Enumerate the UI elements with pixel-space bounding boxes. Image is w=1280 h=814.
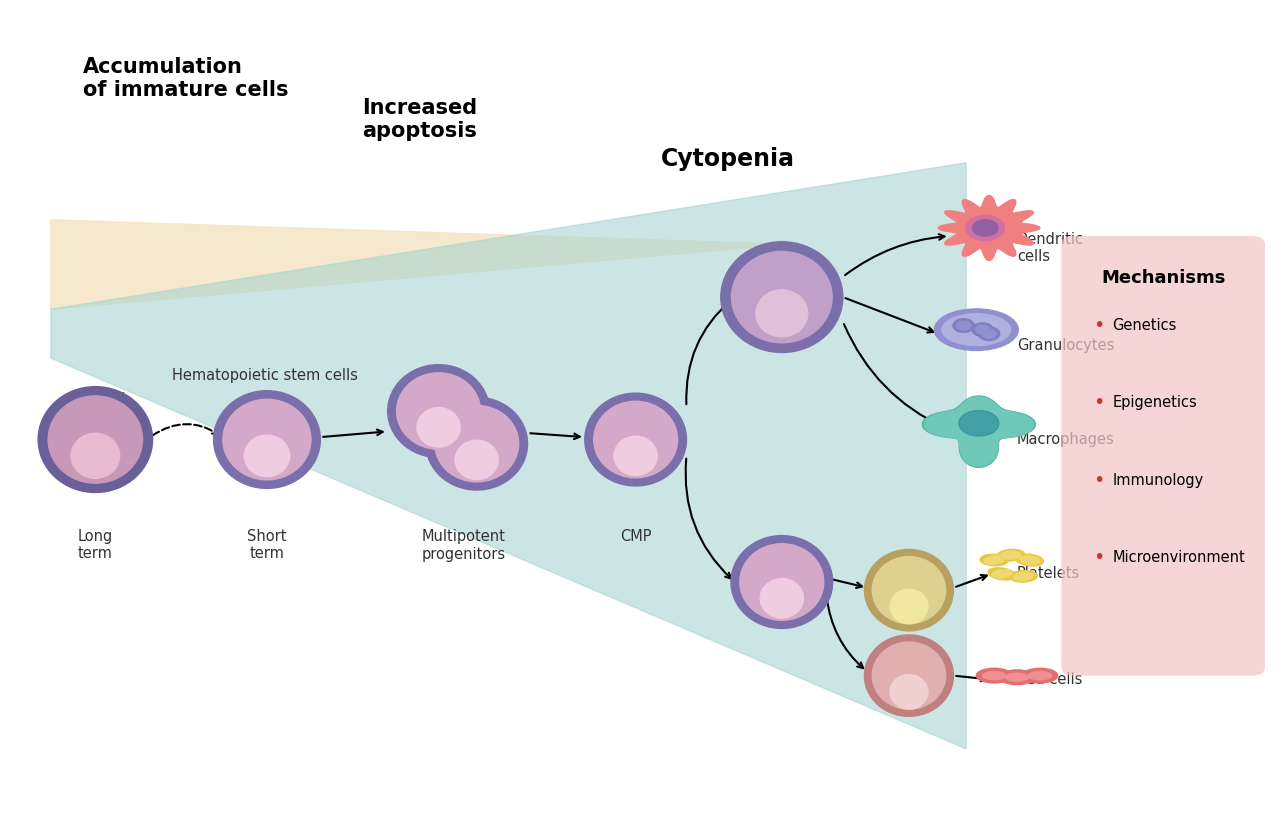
Text: Microenvironment: Microenvironment bbox=[1112, 550, 1245, 565]
Ellipse shape bbox=[417, 408, 461, 447]
Ellipse shape bbox=[864, 549, 954, 631]
Circle shape bbox=[972, 323, 993, 336]
Text: •: • bbox=[1093, 316, 1105, 335]
Text: Accumulation
of immature cells: Accumulation of immature cells bbox=[83, 57, 288, 100]
Polygon shape bbox=[923, 396, 1036, 467]
Text: GMP: GMP bbox=[765, 309, 799, 324]
Ellipse shape bbox=[1028, 672, 1051, 680]
Text: CMP: CMP bbox=[620, 529, 652, 544]
Ellipse shape bbox=[934, 309, 1019, 350]
Polygon shape bbox=[51, 220, 788, 309]
Ellipse shape bbox=[1010, 571, 1037, 582]
Ellipse shape bbox=[1016, 554, 1043, 566]
Ellipse shape bbox=[997, 549, 1024, 561]
Ellipse shape bbox=[388, 365, 489, 457]
Ellipse shape bbox=[1020, 556, 1039, 564]
Text: Red cells: Red cells bbox=[1018, 672, 1083, 687]
Text: Dendritic
cells: Dendritic cells bbox=[1018, 232, 1084, 265]
Ellipse shape bbox=[988, 568, 1015, 580]
Ellipse shape bbox=[1006, 673, 1028, 681]
Text: Multipotent
progenitors: Multipotent progenitors bbox=[422, 529, 506, 562]
Text: •: • bbox=[1093, 393, 1105, 413]
Text: Macrophages: Macrophages bbox=[1018, 432, 1115, 447]
Ellipse shape bbox=[594, 401, 677, 478]
Circle shape bbox=[973, 220, 998, 236]
Ellipse shape bbox=[890, 589, 928, 624]
Text: Cytopenia: Cytopenia bbox=[660, 147, 795, 170]
Ellipse shape bbox=[38, 387, 152, 492]
Ellipse shape bbox=[397, 373, 480, 449]
Ellipse shape bbox=[984, 556, 1004, 564]
Ellipse shape bbox=[872, 642, 946, 709]
Circle shape bbox=[982, 330, 996, 338]
Text: Long
term: Long term bbox=[78, 529, 113, 562]
Ellipse shape bbox=[49, 396, 142, 484]
Text: •: • bbox=[1093, 548, 1105, 567]
Ellipse shape bbox=[756, 290, 808, 337]
Circle shape bbox=[966, 216, 1005, 240]
Text: Hematopoietic stem cells: Hematopoietic stem cells bbox=[172, 368, 357, 383]
Text: •: • bbox=[1093, 470, 1105, 490]
Ellipse shape bbox=[1000, 670, 1034, 685]
Ellipse shape bbox=[456, 440, 498, 479]
Ellipse shape bbox=[872, 557, 946, 624]
Ellipse shape bbox=[721, 242, 842, 352]
Text: MkP: MkP bbox=[893, 615, 924, 629]
Ellipse shape bbox=[1023, 668, 1057, 683]
Ellipse shape bbox=[980, 554, 1009, 566]
Ellipse shape bbox=[223, 400, 311, 480]
Ellipse shape bbox=[435, 405, 518, 482]
Ellipse shape bbox=[426, 397, 527, 490]
Ellipse shape bbox=[977, 668, 1012, 683]
Circle shape bbox=[978, 327, 1000, 340]
FancyBboxPatch shape bbox=[1061, 236, 1265, 676]
Text: Genetics: Genetics bbox=[1112, 318, 1176, 333]
Circle shape bbox=[975, 326, 989, 334]
Text: Granulocytes: Granulocytes bbox=[1018, 339, 1115, 353]
Ellipse shape bbox=[942, 314, 1011, 345]
Circle shape bbox=[959, 410, 998, 436]
Text: Increased
apoptosis: Increased apoptosis bbox=[362, 98, 477, 141]
Ellipse shape bbox=[760, 579, 804, 618]
Ellipse shape bbox=[1014, 572, 1033, 580]
Ellipse shape bbox=[864, 635, 954, 716]
Ellipse shape bbox=[1001, 551, 1020, 559]
Ellipse shape bbox=[983, 672, 1006, 680]
Polygon shape bbox=[924, 397, 1034, 466]
Text: MEP: MEP bbox=[767, 615, 797, 629]
Ellipse shape bbox=[731, 536, 833, 628]
Ellipse shape bbox=[890, 675, 928, 709]
Ellipse shape bbox=[244, 435, 289, 476]
Circle shape bbox=[956, 322, 970, 330]
Ellipse shape bbox=[992, 570, 1011, 578]
Ellipse shape bbox=[70, 433, 119, 479]
Circle shape bbox=[952, 319, 974, 332]
Polygon shape bbox=[938, 195, 1039, 260]
Text: EEP: EEP bbox=[896, 696, 923, 711]
Ellipse shape bbox=[740, 544, 824, 620]
Ellipse shape bbox=[214, 391, 320, 488]
Text: Epigenetics: Epigenetics bbox=[1112, 396, 1197, 410]
Text: Short
term: Short term bbox=[247, 529, 287, 562]
Text: Mechanisms: Mechanisms bbox=[1101, 269, 1225, 287]
Ellipse shape bbox=[731, 252, 832, 343]
Ellipse shape bbox=[614, 436, 657, 475]
Text: Platelets: Platelets bbox=[1018, 567, 1080, 581]
Polygon shape bbox=[51, 163, 966, 749]
Ellipse shape bbox=[585, 393, 686, 486]
Text: Immunology: Immunology bbox=[1112, 473, 1203, 488]
